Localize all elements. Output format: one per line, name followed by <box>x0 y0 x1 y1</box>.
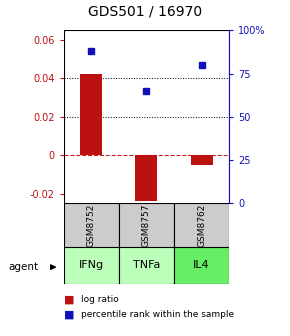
Text: GSM8762: GSM8762 <box>197 203 206 247</box>
Bar <box>64 247 119 284</box>
Bar <box>174 203 229 247</box>
Bar <box>174 247 229 284</box>
Text: log ratio: log ratio <box>81 295 119 304</box>
Text: GSM8757: GSM8757 <box>142 203 151 247</box>
Bar <box>119 247 174 284</box>
Bar <box>64 203 119 247</box>
Text: IL4: IL4 <box>193 260 210 270</box>
Text: ■: ■ <box>64 309 74 319</box>
Text: TNFa: TNFa <box>133 260 160 270</box>
Bar <box>135 155 157 201</box>
Text: ■: ■ <box>64 295 74 305</box>
Text: agent: agent <box>9 262 39 272</box>
Text: GDS501 / 16970: GDS501 / 16970 <box>88 5 202 19</box>
Bar <box>119 203 174 247</box>
Text: GSM8752: GSM8752 <box>87 203 96 247</box>
Text: percentile rank within the sample: percentile rank within the sample <box>81 310 234 319</box>
Bar <box>80 75 102 155</box>
Bar <box>191 155 213 165</box>
Text: IFNg: IFNg <box>79 260 104 270</box>
